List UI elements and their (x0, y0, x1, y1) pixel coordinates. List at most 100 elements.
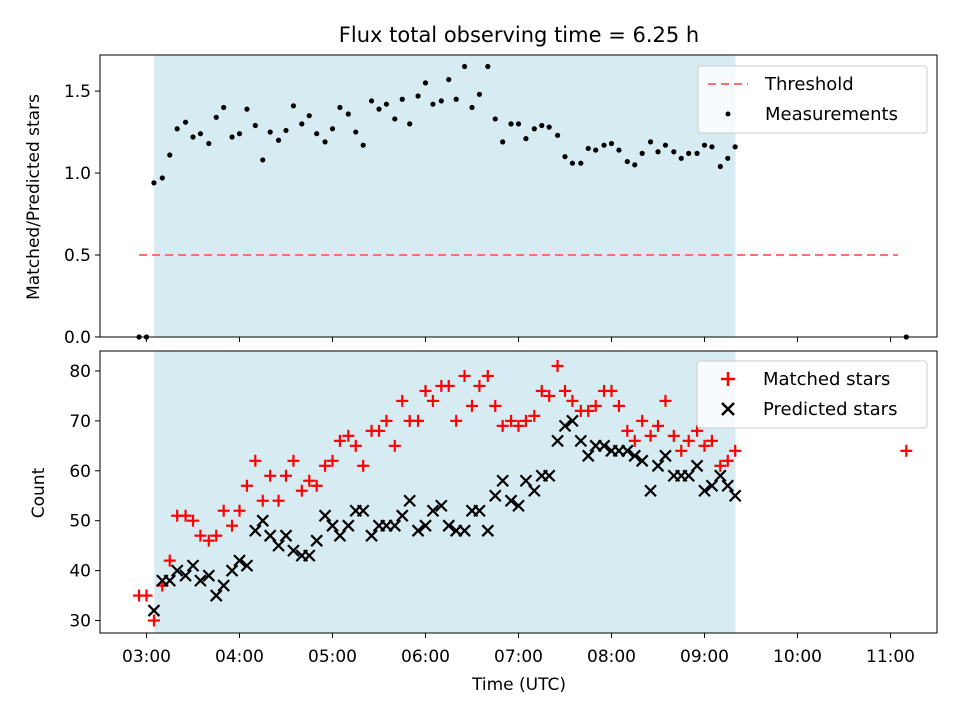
matched-point (349, 439, 362, 452)
measurement-point (337, 104, 343, 111)
matched-point (589, 399, 602, 412)
matched-point (342, 429, 355, 442)
measurement-point (267, 129, 273, 135)
measurement-point (275, 137, 282, 143)
predicted-point (411, 524, 425, 537)
predicted-point (558, 419, 572, 433)
matched-point (458, 369, 471, 382)
predicted-point (233, 554, 246, 567)
measurement-point (376, 106, 382, 112)
matched-point (272, 494, 285, 507)
measurement-point (523, 136, 529, 142)
matched-point (388, 439, 401, 452)
matched-point (326, 454, 339, 467)
measurement-point (585, 145, 591, 152)
predicted-point (256, 514, 270, 527)
matched-point (419, 384, 432, 397)
measurement-point (546, 124, 552, 130)
matched-point (667, 429, 680, 442)
matched-point (226, 519, 239, 532)
y-tick-label: 50 (69, 512, 91, 532)
matched-point (319, 459, 332, 472)
measurement-point (353, 129, 359, 135)
measurement-point (476, 91, 483, 97)
matched-point (551, 359, 564, 372)
matched-point (900, 444, 913, 457)
measurement-point (182, 119, 189, 125)
measurement-point (531, 126, 537, 132)
measurement-point (469, 104, 475, 111)
measurement-point (260, 157, 266, 163)
measurement-point (407, 121, 413, 127)
measurement-point (632, 162, 638, 168)
predicted-point (690, 459, 704, 473)
predicted-point (519, 474, 533, 488)
measurement-point (174, 126, 180, 132)
x-tick-label: 07:00 (494, 647, 543, 667)
predicted-point (628, 449, 642, 463)
bottom-legend: Matched stars Predicted stars (696, 360, 928, 429)
measurement-point (368, 98, 375, 104)
predicted-point (225, 564, 239, 577)
measurement-point (283, 127, 289, 134)
matched-point (357, 459, 370, 472)
predicted-point (728, 489, 742, 503)
matched-point (543, 389, 556, 402)
predicted-legend-label: Predicted stars (763, 399, 897, 420)
top-panel: 0.0 0.5 1.0 1.5 Matched/Predicted stars Thr… (24, 54, 938, 348)
y-tick-label: 1.0 (64, 164, 91, 184)
measurement-point (562, 154, 568, 160)
predicted-point (435, 499, 448, 513)
measurement-point (686, 150, 692, 156)
measurements-legend-swatch (725, 111, 731, 117)
predicted-point (597, 439, 611, 453)
top-legend: Threshold Measurements (697, 65, 928, 134)
matched-point (233, 504, 246, 517)
predicted-point (342, 519, 355, 532)
matched-point (636, 414, 649, 427)
predicted-point (551, 434, 564, 448)
measurement-point (306, 113, 312, 119)
measurement-point (732, 144, 738, 150)
matched-point (426, 394, 439, 407)
matched-point (217, 504, 230, 517)
matched-point (698, 439, 711, 452)
matched-point (481, 369, 494, 382)
measurement-point (430, 101, 436, 107)
measurement-point (329, 126, 336, 132)
matched-point (396, 394, 409, 407)
predicted-point (682, 469, 695, 483)
predicted-point (512, 499, 525, 513)
measurement-point (709, 144, 715, 150)
x-tick-label: 04:00 (215, 647, 264, 667)
predicted-point (481, 524, 495, 537)
matched-point (473, 379, 486, 392)
matched-point (528, 409, 541, 422)
measurement-point (290, 103, 297, 109)
chart-title: Flux total observing time = 6.25 h (339, 23, 699, 47)
matched-point (373, 424, 385, 437)
measurement-point (578, 160, 584, 166)
matched-point (210, 529, 223, 542)
measurement-point (197, 131, 204, 137)
measurement-point (616, 147, 622, 153)
predicted-point (651, 459, 665, 473)
matched-point (202, 534, 215, 547)
matched-point (535, 384, 548, 397)
predicted-point (496, 474, 509, 488)
matched-legend-swatch (721, 372, 735, 386)
measurement-point (461, 63, 468, 70)
predicted-legend-swatch (721, 402, 735, 416)
top-y-axis-label: Matched/Predicted stars (24, 94, 44, 300)
predicted-point (356, 504, 370, 517)
predicted-point (644, 484, 657, 498)
top-legend-box (697, 65, 928, 134)
x-tick-label: 05:00 (308, 647, 357, 667)
matched-point (628, 434, 641, 447)
measurement-point (554, 132, 561, 138)
measurement-point (422, 80, 429, 86)
matched-point (675, 444, 688, 457)
matched-point (295, 484, 308, 497)
y-tick-label: 0.0 (64, 328, 91, 348)
matched-point (566, 394, 579, 407)
